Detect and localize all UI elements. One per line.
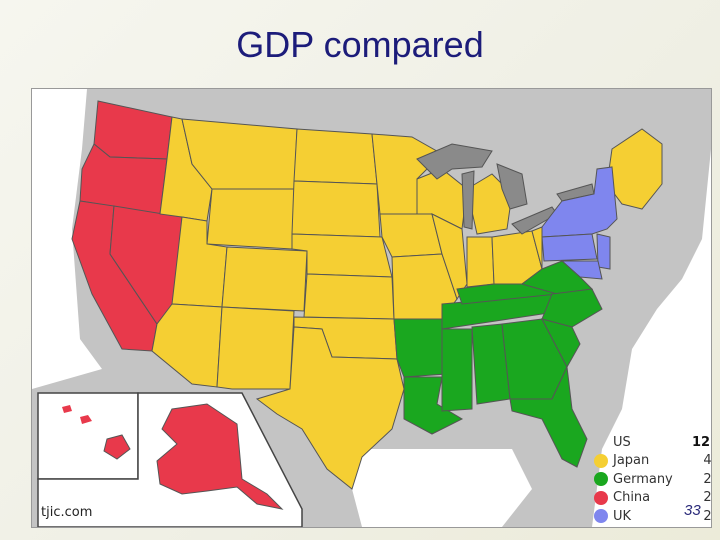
legend-label-us: US [613,434,631,450]
legend-value-germany: 2.8 [703,471,712,487]
pacific-ocean [32,89,102,389]
legend-value-us: 12.5 [692,434,711,450]
us-gdp-map: US 12.5 Japan 4.5 Germany 2.8 China 2.2 … [31,88,712,528]
map-credit: tjic.com [41,505,93,520]
state-north-carolina [541,288,603,328]
legend-dot-germany [594,472,608,487]
state-alaska [156,403,284,510]
legend-label-china: China [613,490,651,506]
state-wyoming [206,188,295,250]
state-texas [255,326,405,490]
state-kansas [303,273,395,320]
state-indiana [466,236,495,288]
lake-huron [496,163,528,210]
gulf-of-mexico [352,449,532,527]
legend-value-china: 2.2 [703,490,712,506]
legend-row-china: China 2.2 [594,489,712,508]
legend-row-uk: UK 2.2 [594,507,712,526]
legend-value-uk: 2.2 [703,508,712,524]
state-mississippi [441,328,473,412]
state-south-dakota [291,180,381,238]
lake-superior [416,143,493,180]
state-florida [509,365,588,468]
state-south-carolina [541,318,581,369]
state-new-jersey [596,233,611,270]
state-iowa [379,213,443,258]
state-arkansas [393,318,448,378]
legend-dot-us [594,435,608,449]
page-number: 33 [684,502,701,519]
state-pennsylvania [541,233,598,262]
legend-label-uk: UK [613,508,632,524]
legend-label-germany: Germany [613,471,673,487]
state-new-mexico [216,306,295,390]
state-hawaii-small-2 [80,415,92,424]
state-hawaii-islands [103,434,131,460]
legend-dot-china [594,490,608,505]
state-nebraska [291,233,393,278]
state-colorado [221,246,308,312]
state-north-dakota [293,128,378,185]
legend-row-japan: Japan 4.5 [594,452,712,471]
us-map-drawing [32,89,711,527]
legend-row-germany: Germany 2.8 [594,470,712,489]
slide-title: GDP compared [236,24,484,65]
legend-dot-uk [594,509,608,524]
legend-row-us: US 12.5 [594,433,711,452]
legend-dot-japan [594,453,608,468]
state-hawaii-small [62,405,72,413]
state-pennsylvania-west [531,226,543,270]
lake-michigan [461,170,475,230]
state-michigan [466,173,513,235]
legend-label-japan: Japan [613,453,650,469]
gdp-legend: US 12.5 Japan 4.5 Germany 2.8 China 2.2 … [594,433,712,526]
legend-value-japan: 4.5 [703,453,712,469]
atlantic-ocean [592,149,711,527]
